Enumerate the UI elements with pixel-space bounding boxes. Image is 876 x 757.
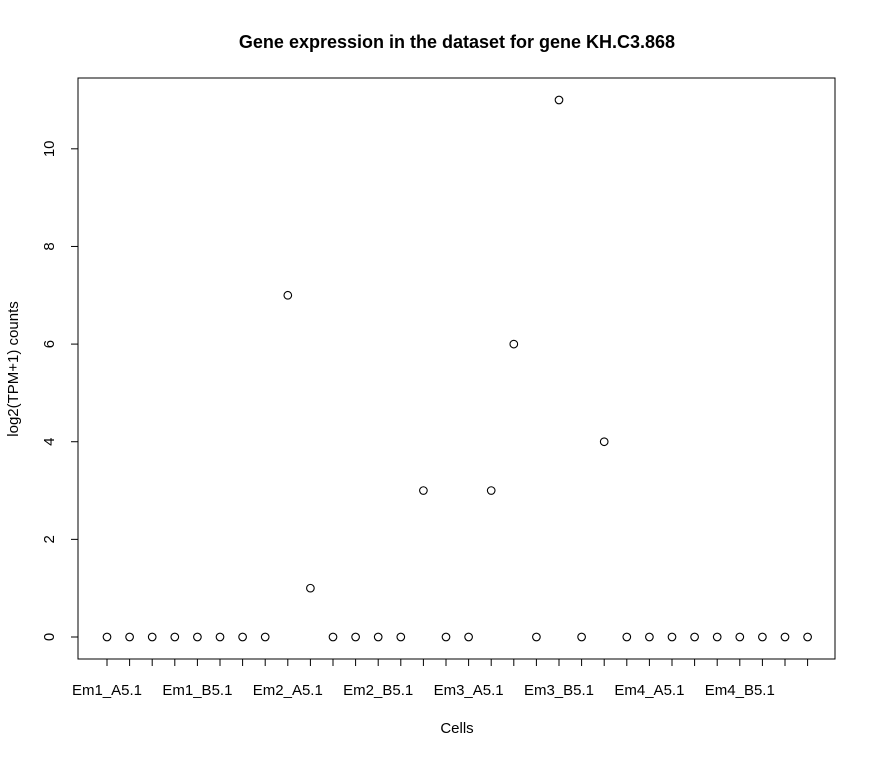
x-tick-label: Em2_B5.1 bbox=[343, 682, 413, 699]
data-point bbox=[803, 632, 812, 642]
data-point bbox=[373, 632, 383, 642]
y-axis-label: log2(TPM+1) counts bbox=[5, 301, 22, 436]
data-point bbox=[215, 632, 225, 642]
x-axis-label: Cells bbox=[440, 720, 473, 737]
x-tick-label: Em4_A5.1 bbox=[614, 682, 684, 699]
x-tick-label: Em1_B5.1 bbox=[162, 682, 232, 699]
x-tick-label: Em1_A5.1 bbox=[72, 682, 142, 699]
data-points bbox=[102, 95, 812, 642]
data-point bbox=[441, 632, 451, 642]
data-point bbox=[622, 632, 632, 642]
data-point bbox=[780, 632, 790, 642]
data-point bbox=[645, 632, 654, 642]
data-point bbox=[667, 632, 677, 642]
data-point bbox=[170, 632, 180, 642]
data-point bbox=[554, 95, 564, 105]
data-point bbox=[577, 632, 586, 642]
plot-frame bbox=[77, 77, 836, 660]
data-point bbox=[758, 632, 767, 642]
data-point bbox=[147, 632, 157, 642]
y-tick-label: 2 bbox=[41, 535, 58, 543]
data-point bbox=[419, 486, 428, 495]
x-tick-label: Em2_A5.1 bbox=[253, 682, 323, 699]
data-point bbox=[712, 632, 722, 642]
data-point bbox=[396, 632, 406, 642]
y-tick-label: 10 bbox=[41, 140, 58, 157]
data-point bbox=[328, 632, 338, 642]
data-point bbox=[260, 632, 270, 642]
data-point bbox=[306, 583, 315, 593]
y-tick-label: 6 bbox=[41, 340, 58, 348]
data-point bbox=[283, 290, 293, 300]
data-point bbox=[532, 632, 541, 642]
data-point bbox=[351, 632, 360, 642]
y-tick-label: 8 bbox=[41, 242, 58, 250]
x-tick-label: Em4_B5.1 bbox=[705, 682, 775, 699]
y-axis: 0 2 4 6 8 10 bbox=[41, 140, 79, 641]
data-point bbox=[193, 632, 202, 642]
data-point bbox=[464, 632, 473, 642]
x-tick-label: Em3_B5.1 bbox=[524, 682, 594, 699]
data-point bbox=[690, 632, 699, 642]
y-tick-label: 4 bbox=[41, 438, 58, 446]
y-tick-label: 0 bbox=[41, 633, 58, 641]
data-point bbox=[238, 632, 247, 642]
data-point bbox=[102, 632, 112, 642]
data-point bbox=[599, 437, 609, 447]
x-tick-label: Em3_A5.1 bbox=[434, 682, 504, 699]
data-point bbox=[486, 486, 496, 495]
x-axis: Em1_A5.1 Em1_B5.1 Em2_A5.1 Em2_B5.1 Em3_A5.1… bbox=[72, 658, 809, 699]
data-point bbox=[509, 339, 519, 349]
data-point bbox=[735, 632, 745, 642]
data-point bbox=[125, 632, 134, 642]
chart-title: Gene expression in the dataset for gene … bbox=[239, 32, 675, 52]
